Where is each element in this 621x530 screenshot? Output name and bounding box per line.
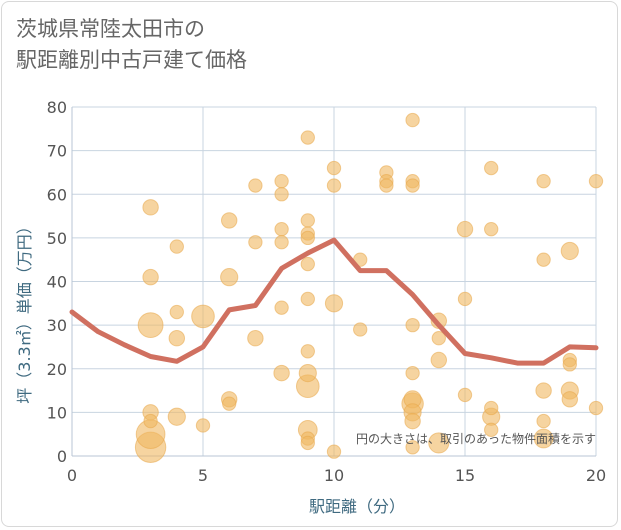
bubble-point — [457, 387, 473, 403]
x-tick-label: 0 — [67, 466, 77, 485]
bubble-point — [300, 213, 315, 228]
bubble-point — [247, 329, 264, 347]
bubble-point — [274, 187, 289, 202]
chart-title: 茨城県常陸太田市の 駅距離別中古戸建て価格 — [16, 14, 247, 76]
bubble-point — [326, 444, 342, 459]
bubble-point — [142, 268, 159, 286]
bubble-point — [220, 212, 238, 229]
bubble-point — [536, 173, 551, 189]
bubble-point — [562, 357, 577, 372]
bubble-point — [143, 413, 158, 429]
bubble-point — [457, 291, 473, 307]
trend-line-layer — [69, 237, 599, 366]
y-tick-label: 10 — [47, 403, 67, 422]
y-tick-label: 70 — [47, 142, 67, 161]
bubble-point — [536, 252, 551, 267]
y-tick-label: 80 — [47, 98, 67, 117]
bubble-point — [142, 199, 159, 216]
bubble-point — [169, 239, 184, 254]
average-price-line — [69, 237, 599, 366]
y-tick-label: 20 — [47, 360, 67, 379]
bubble-point — [300, 256, 315, 272]
y-axis-title: 坪（3.3㎡）単価（万円） — [15, 218, 34, 403]
bubble-point — [248, 178, 263, 193]
x-tick-label: 20 — [586, 466, 606, 485]
bubble-point — [535, 382, 552, 399]
y-tick-label: 50 — [47, 229, 67, 248]
bubble-point — [326, 178, 342, 193]
bubble-point — [324, 294, 344, 313]
bubble-point — [300, 291, 315, 307]
bubble-point — [484, 221, 499, 237]
bubble-point — [588, 173, 604, 189]
bubble-point — [298, 364, 317, 383]
bubble-point — [404, 412, 421, 430]
bubble-point — [248, 235, 263, 250]
bubble-point — [300, 435, 315, 451]
bubble-point — [191, 304, 215, 329]
y-tick-label: 30 — [47, 316, 67, 335]
bubble-point — [195, 418, 211, 433]
tick-labels: 0 10 20 30 40 50 60 70 80 0 5 10 15 20 — [47, 98, 607, 485]
bubble-point — [167, 407, 186, 426]
y-tick-label: 0 — [57, 447, 67, 466]
bubble-point — [274, 221, 289, 237]
bubble-point — [484, 160, 499, 176]
bubble-point — [222, 396, 237, 411]
bubble-point — [300, 230, 315, 246]
bubble-point — [456, 220, 474, 238]
x-tick-label: 10 — [324, 466, 344, 485]
bubble-point — [561, 391, 579, 408]
chart-title-line-2: 駅距離別中古戸建て価格 — [16, 48, 247, 72]
bubble-point — [533, 428, 554, 449]
bubble-point — [588, 400, 604, 416]
x-tick-label: 5 — [198, 466, 208, 485]
bubble-point — [405, 317, 420, 333]
bubble-point — [274, 300, 289, 315]
y-tick-label: 40 — [47, 273, 67, 292]
x-tick-label: 15 — [455, 466, 475, 485]
bubble-point — [300, 130, 315, 145]
bubble-point — [405, 178, 420, 193]
bubble-point — [353, 322, 368, 337]
bubble-point — [560, 241, 579, 261]
bubble-size-note: 円の大きさは、取引のあった物件面積を示す — [356, 431, 596, 446]
y-tick-label: 60 — [47, 185, 67, 204]
bubble-point — [484, 400, 499, 416]
bubble-point — [137, 312, 164, 339]
bubble-point — [300, 344, 315, 359]
bubble-point — [326, 160, 342, 176]
bubble-point — [431, 331, 446, 346]
bubble-point — [430, 351, 448, 369]
bubble-point — [273, 364, 290, 382]
bubble-point — [405, 440, 420, 455]
bubble-point — [379, 178, 394, 193]
bubble-layer — [134, 112, 604, 463]
bubble-point — [169, 304, 184, 320]
bubble-point — [405, 112, 420, 128]
bubble-point — [274, 235, 289, 250]
bubble-point — [484, 422, 499, 437]
chart-title-line-1: 茨城県常陸太田市の — [16, 17, 205, 41]
bubble-point — [220, 268, 239, 287]
x-axis-title: 駅距離（分） — [309, 497, 405, 516]
bubble-point — [168, 329, 186, 347]
bubble-point — [428, 432, 450, 454]
bubble-point — [536, 413, 551, 429]
bubble-point — [274, 173, 289, 189]
bubble-point — [405, 365, 420, 381]
